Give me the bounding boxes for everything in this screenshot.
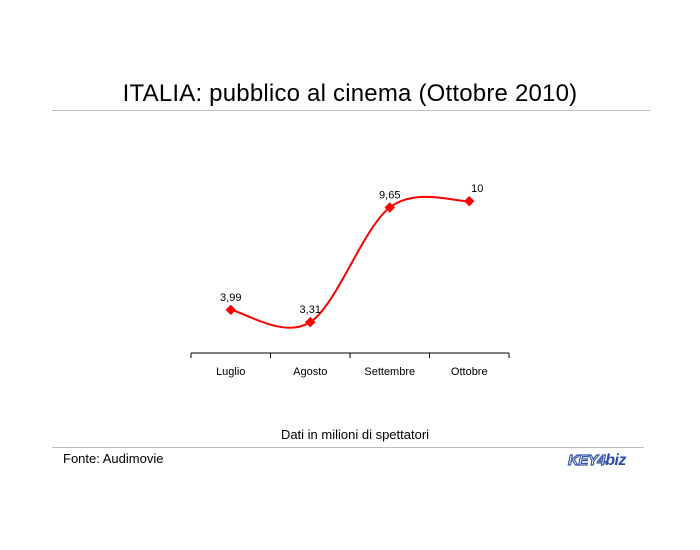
data-point-marker <box>225 304 236 316</box>
key4biz-logo: KEY4 biz <box>567 451 626 474</box>
logo-biz-text: biz <box>605 452 626 469</box>
chart-note: Dati in milioni di spettatori <box>280 427 430 442</box>
x-tick-label: Settembre <box>364 366 415 378</box>
data-point-label: 3,99 <box>220 292 241 304</box>
bottom-divider <box>52 447 644 448</box>
data-point-marker <box>464 195 475 207</box>
source-text: Fonte: Audimovie <box>63 451 164 466</box>
x-tick-label: Ottobre <box>451 366 488 378</box>
x-tick-label: Luglio <box>216 366 245 378</box>
data-point-marker <box>305 316 316 328</box>
top-divider <box>52 110 650 111</box>
logo-key-text: KEY4 <box>567 451 606 469</box>
data-point-label: 3,31 <box>300 304 321 316</box>
x-tick-label: Agosto <box>293 366 327 378</box>
data-point-label: 9,65 <box>379 189 400 201</box>
data-point-marker <box>384 202 395 213</box>
chart-title: ITALIA: pubblico al cinema (Ottobre 2010… <box>122 80 578 107</box>
data-point-label: 10 <box>471 183 483 195</box>
series-line <box>230 195 470 329</box>
